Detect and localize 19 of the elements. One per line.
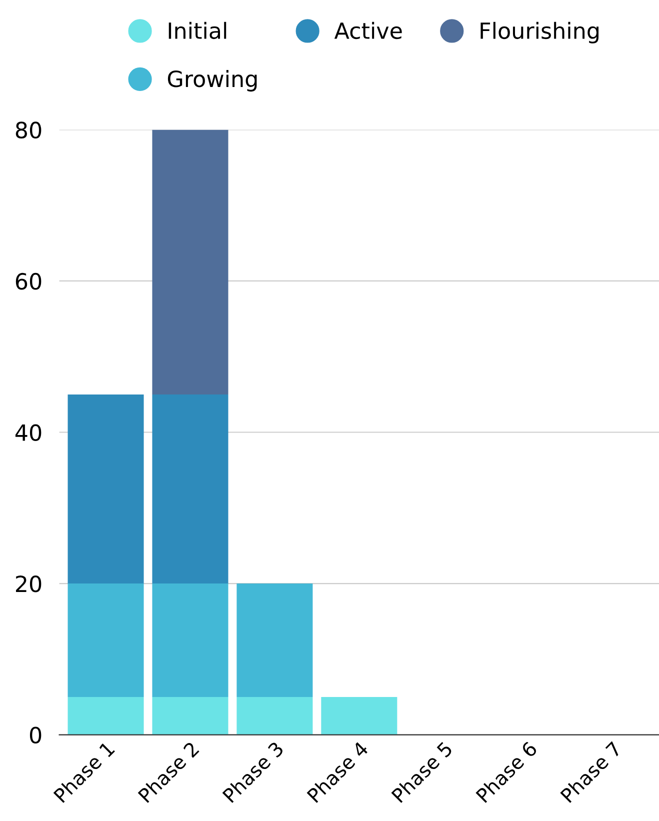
- y-tick-label: 60: [16, 272, 42, 290]
- bar: [236, 696, 313, 735]
- bar: [68, 696, 144, 735]
- bar: [152, 584, 228, 697]
- bar: [236, 584, 313, 697]
- legend-label: Flourishing: [480, 22, 598, 44]
- y-tick-label: 20: [16, 575, 42, 592]
- bar: [68, 584, 144, 697]
- bar: [152, 696, 228, 735]
- bar: [152, 394, 228, 584]
- y-tick-label: 80: [16, 122, 42, 138]
- y-tick-label: 0: [30, 726, 42, 744]
- legend-label: Growing: [168, 70, 257, 92]
- bar: [321, 696, 398, 735]
- y-tick-label: 40: [15, 424, 42, 442]
- bar: [68, 394, 144, 584]
- bar: [152, 130, 228, 394]
- legend-label: Initial: [168, 22, 226, 40]
- legend-label: Active: [334, 22, 402, 40]
